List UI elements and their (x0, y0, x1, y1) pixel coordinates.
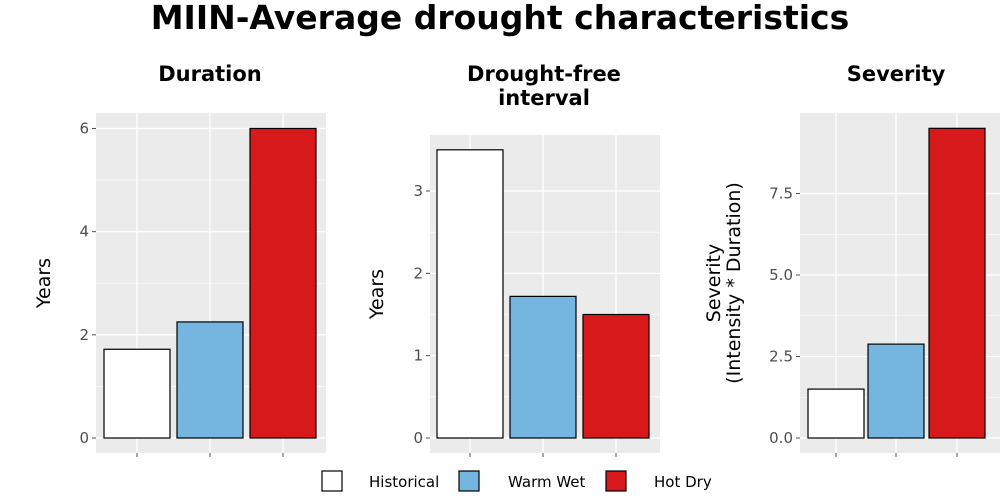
y-axis-label: Years (366, 269, 388, 320)
y-tick-label: 4 (79, 223, 89, 241)
legend-key (321, 470, 343, 492)
bar-warm-wet (176, 321, 244, 439)
chart-title: MIIN-Average drought characteristics (151, 0, 850, 37)
panel-1: 0 2 4 6 Duration Years (33, 62, 326, 457)
panel-title-line: Drought-free (467, 62, 621, 86)
panel-title: Duration (158, 62, 262, 86)
y-tick-label: 0 (79, 429, 89, 447)
y-tick-label: 6 (79, 119, 89, 137)
y-tick-label: 0.0 (769, 429, 793, 447)
y-tick-label: 1 (413, 347, 423, 365)
legend-label: Historical (369, 473, 439, 491)
legend: Historical Warm Wet Hot Dry (321, 470, 712, 492)
y-axis-label: Years (33, 258, 55, 309)
bar-warm-wet (509, 295, 577, 439)
y-tick-label: 0 (413, 429, 423, 447)
panel-title: Severity (847, 62, 946, 86)
y-tick-label: 2.5 (769, 348, 793, 366)
legend-key (458, 470, 480, 492)
bar-hot-dry (582, 313, 650, 439)
legend-key (605, 470, 627, 492)
y-tick-label: 2 (79, 326, 89, 344)
y-tick-label: 5.0 (769, 266, 793, 284)
y-tick-label: 2 (413, 264, 423, 282)
bar-historical (436, 149, 504, 439)
bar-historical (807, 388, 865, 439)
bar-warm-wet (867, 343, 925, 439)
panel-title-line: interval (498, 86, 590, 110)
legend-label: Hot Dry (654, 473, 712, 491)
y-tick-label: 7.5 (769, 185, 793, 203)
bar-hot-dry (928, 127, 986, 439)
bar-historical (103, 348, 171, 439)
y-axis-label-line: (Intensity * Duration) (723, 182, 745, 384)
bar-hot-dry (249, 127, 317, 439)
panels: 0 2 4 6 Duration Years 0 1 2 3 Drought-freeinterva… (33, 62, 1000, 457)
legend-label: Warm Wet (508, 473, 586, 491)
y-tick-label: 3 (413, 182, 423, 200)
y-axis-label-line: Severity (703, 244, 725, 322)
y-axis-label: Severity(Intensity * Duration) (703, 182, 745, 384)
